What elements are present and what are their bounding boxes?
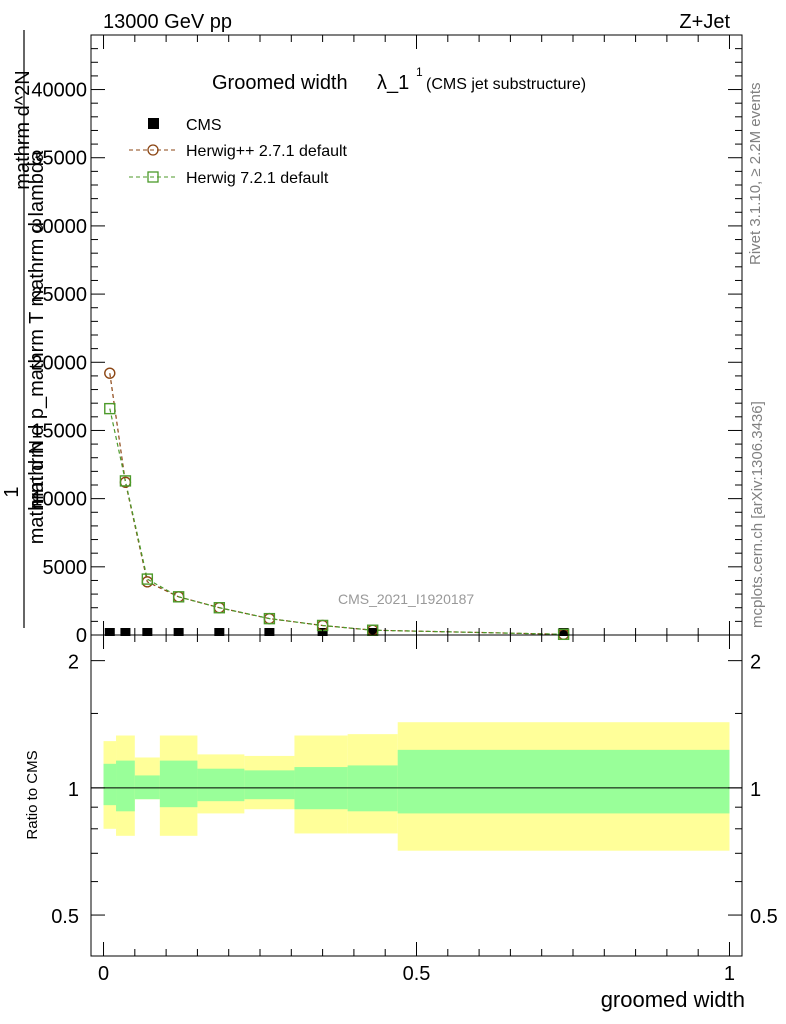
- title-symbol: λ_1: [377, 72, 409, 94]
- herwigpp-line: [109, 373, 564, 635]
- legend-marker-cms: [148, 118, 159, 129]
- ratio-inner-band: [116, 760, 135, 812]
- legend-label-herwig7: Herwig 7.2.1 default: [186, 170, 329, 187]
- main-y-tick-label: 25000: [31, 284, 87, 306]
- main-y-tick-labels: 0 5000 10000 15000 20000 25000 30000 35000 40000: [31, 80, 87, 647]
- main-y-tick-label: 30000: [31, 216, 87, 238]
- ylabel-numerator-one: 1: [1, 486, 23, 497]
- title-main: Groomed width: [212, 72, 348, 94]
- ratio-inner-band: [397, 749, 730, 814]
- main-y-tick-label: 40000: [31, 80, 87, 102]
- cms-data-point: [264, 628, 275, 636]
- ratio-y-tick-label: 2: [68, 652, 79, 674]
- ylabel-dpt-dlambda: mathrm d p_mathrm T mathrm d lambda: [26, 150, 48, 509]
- main-y-tick-label: 15000: [31, 420, 87, 442]
- ratio-inner-band: [134, 775, 160, 800]
- ratio-inner-band: [347, 765, 398, 812]
- cms-data-point: [120, 628, 131, 636]
- rivet-label: Rivet 3.1.10, ≥ 2.2M events: [747, 83, 764, 266]
- ylabel-denominator-dn: mathrm d N: [26, 440, 48, 544]
- herwigpp-point: [104, 367, 116, 379]
- cms-data-point: [367, 628, 378, 636]
- main-plot-panel: 0 5000 10000 15000 20000 25000 30000 35000 40000…: [1, 30, 743, 647]
- ratio-y-tick-label: 0.5: [51, 906, 79, 928]
- ratio-inner-band: [159, 760, 198, 808]
- legend: CMS Herwig++ 2.7.1 default Herwig 7.2.1 …: [129, 117, 348, 187]
- ylabel-d2n: mathrm d^2N: [12, 70, 34, 189]
- ratio-inner-band: [244, 770, 295, 800]
- ratio-y-axis-label: Ratio to CMS: [24, 750, 41, 839]
- mcplots-label: mcplots.cern.ch [arXiv:1306.3436]: [749, 401, 766, 628]
- main-y-tick-label: 35000: [31, 148, 87, 170]
- herwig7-point: [172, 591, 185, 603]
- legend-label-herwigpp: Herwig++ 2.7.1 default: [186, 143, 348, 160]
- x-tick-labels: 0 0.5 1: [98, 963, 735, 985]
- cms-data-point: [142, 628, 153, 636]
- x-tick-label: 1: [724, 963, 735, 985]
- ratio-inner-band: [103, 763, 117, 806]
- herwig7-point: [263, 612, 276, 625]
- herwig7-point: [119, 475, 132, 487]
- main-y-tick-label: 20000: [31, 352, 87, 374]
- x-tick-label: 0.5: [403, 963, 431, 985]
- ratio-y-tick-label-right: 0.5: [750, 906, 778, 928]
- legend-marker-herwig7: [147, 171, 159, 183]
- main-y-tick-label: 0: [76, 625, 87, 647]
- x-axis-label: groomed width: [601, 987, 745, 1012]
- process-label: Z+Jet: [679, 11, 730, 33]
- herwig7-point: [141, 573, 154, 585]
- cms-data-point: [558, 628, 569, 636]
- ratio-y-tick-label: 1: [68, 779, 79, 801]
- ratio-y-tick-labels: 0.5 0.5 1 1 2 2: [51, 652, 778, 928]
- herwig7-point: [557, 628, 570, 641]
- ratio-y-tick-label-right: 1: [750, 779, 761, 801]
- main-axis-ticks: [91, 35, 742, 636]
- legend-label-cms: CMS: [186, 117, 222, 134]
- analysis-watermark: CMS_2021_I1920187: [338, 591, 474, 607]
- main-y-tick-label: 5000: [43, 557, 88, 579]
- herwig7-point: [104, 402, 116, 415]
- herwig7-line: [109, 408, 564, 635]
- title-superscript: 1: [416, 65, 423, 79]
- herwig7-point: [213, 602, 226, 614]
- ratio-axis-ticks: [91, 635, 742, 956]
- ratio-bands: [103, 722, 730, 851]
- main-plot-marks: [104, 367, 570, 641]
- main-y-axis-label: 1 mathrm d N mathrm d^2N mathrm d p_math…: [1, 30, 48, 628]
- plot-title: Groomed width λ_1 1 (CMS jet substructur…: [212, 65, 586, 94]
- cms-data-point: [104, 628, 115, 636]
- main-y-tick-label: 10000: [31, 489, 87, 511]
- ratio-inner-band: [197, 768, 245, 802]
- ratio-plot-panel: 0.5 0.51 12 2 0 0.5 1 Ratio to CMS groomed wi…: [24, 634, 778, 1012]
- cms-data-point: [173, 628, 184, 636]
- energy-label: 13000 GeV pp: [103, 11, 232, 33]
- cms-data-point: [214, 628, 225, 636]
- legend-marker-herwigpp: [147, 144, 159, 156]
- x-tick-label: 0: [98, 963, 109, 985]
- ratio-y-tick-label-right: 2: [750, 652, 761, 674]
- title-note: (CMS jet substructure): [426, 76, 586, 93]
